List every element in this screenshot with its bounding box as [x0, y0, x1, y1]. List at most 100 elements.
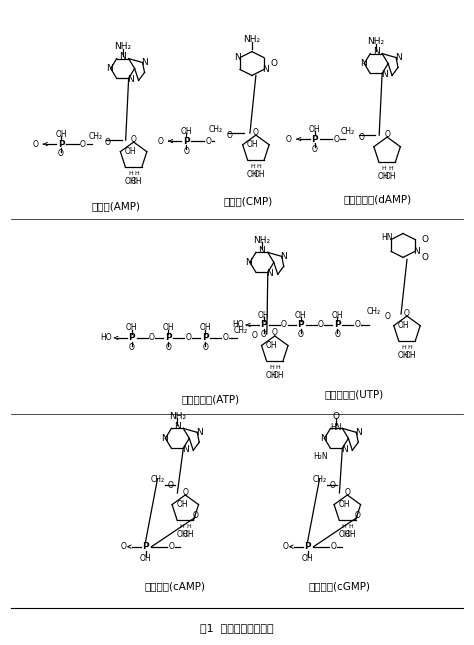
Text: O: O [355, 321, 360, 330]
Text: O: O [165, 343, 171, 352]
Text: HN: HN [382, 233, 393, 242]
Text: CH₂: CH₂ [89, 132, 103, 141]
Text: N: N [174, 422, 181, 431]
Text: H: H [135, 171, 139, 175]
Text: OH: OH [338, 530, 350, 539]
Text: O: O [404, 308, 410, 317]
Text: OH: OH [378, 172, 390, 181]
Text: O: O [105, 137, 111, 146]
Text: H: H [408, 344, 412, 350]
Text: 图1  几种核苷酸的结构: 图1 几种核苷酸的结构 [200, 623, 274, 633]
Text: P: P [142, 542, 149, 551]
Text: OH: OH [247, 140, 258, 149]
Text: OH: OH [247, 170, 258, 179]
Text: N: N [280, 252, 287, 261]
Text: CH₂: CH₂ [366, 306, 380, 315]
Text: O: O [157, 137, 164, 146]
Text: N: N [182, 445, 189, 453]
Text: OH: OH [140, 554, 151, 563]
Text: O: O [32, 139, 38, 148]
Text: HN: HN [331, 423, 342, 432]
Text: HO: HO [232, 321, 244, 330]
Text: OH: OH [126, 324, 137, 332]
Text: HO: HO [100, 333, 111, 342]
Text: OH: OH [398, 321, 410, 330]
Text: O: O [272, 328, 278, 337]
Text: P: P [311, 135, 318, 144]
Text: OH: OH [253, 170, 265, 179]
Text: OH: OH [309, 124, 320, 134]
Text: CH₂: CH₂ [340, 126, 355, 135]
Text: O: O [384, 312, 390, 321]
Text: OH: OH [176, 500, 188, 509]
Text: N: N [161, 434, 168, 443]
Text: O: O [333, 412, 340, 421]
Text: O: O [318, 321, 323, 330]
Text: OH: OH [332, 310, 343, 319]
Text: P: P [304, 542, 311, 551]
Text: CH₂: CH₂ [209, 124, 223, 134]
Text: P: P [58, 139, 64, 148]
Text: NH₂: NH₂ [368, 37, 385, 46]
Text: H: H [180, 524, 184, 529]
Text: NH₂: NH₂ [169, 412, 186, 421]
Text: 环鸟苷酸(cGMP): 环鸟苷酸(cGMP) [309, 581, 370, 591]
Text: O: O [222, 333, 228, 342]
Text: OH: OH [398, 351, 410, 360]
Text: P: P [334, 321, 341, 330]
Text: OH: OH [266, 370, 277, 379]
Text: H: H [382, 166, 386, 171]
Text: P: P [297, 321, 304, 330]
Text: OH: OH [404, 351, 416, 360]
Text: H: H [250, 164, 255, 169]
Text: P: P [183, 137, 190, 146]
Text: O: O [128, 343, 135, 352]
Text: O: O [281, 321, 287, 330]
Text: CH₂: CH₂ [150, 475, 164, 484]
Text: O: O [261, 330, 267, 339]
Text: N: N [119, 52, 126, 61]
Text: O: O [286, 135, 292, 144]
Text: H: H [342, 524, 346, 529]
Text: O: O [329, 481, 336, 490]
Text: OH: OH [131, 177, 143, 186]
Text: O: O [335, 330, 340, 339]
Text: OH: OH [200, 324, 211, 332]
Text: 环腺苷酸(cAMP): 环腺苷酸(cAMP) [145, 581, 206, 591]
Text: NH₂: NH₂ [114, 42, 131, 51]
Text: OH: OH [125, 147, 136, 156]
Text: OH: OH [55, 130, 67, 139]
Text: N: N [196, 428, 202, 437]
Text: OH: OH [181, 126, 192, 135]
Text: N: N [235, 53, 241, 62]
Text: H: H [186, 524, 191, 529]
Text: OH: OH [125, 177, 136, 186]
Text: H: H [348, 524, 353, 529]
Text: O: O [334, 135, 339, 144]
Text: N: N [258, 246, 265, 255]
Text: OH: OH [345, 530, 356, 539]
Text: N: N [127, 75, 134, 84]
Text: O: O [330, 542, 337, 551]
Text: O: O [121, 542, 127, 551]
Text: N: N [381, 70, 388, 79]
Text: P: P [202, 333, 209, 342]
Text: OH: OH [302, 554, 313, 563]
Text: N: N [263, 65, 269, 74]
Text: O: O [131, 135, 137, 144]
Text: 脱氧腺苷酸(dAMP): 脱氧腺苷酸(dAMP) [343, 194, 411, 204]
Text: P: P [128, 333, 135, 342]
Text: P: P [165, 333, 172, 342]
Text: H: H [401, 344, 406, 350]
Text: N: N [395, 53, 401, 62]
Text: OH: OH [176, 530, 188, 539]
Text: H: H [269, 364, 274, 370]
Text: N: N [355, 428, 362, 437]
Text: O: O [421, 235, 428, 244]
Text: OH: OH [384, 172, 396, 181]
Text: O: O [355, 511, 360, 520]
Text: CH₂: CH₂ [312, 475, 327, 484]
Text: O: O [311, 144, 318, 154]
Text: N: N [106, 64, 113, 73]
Text: O: O [384, 130, 390, 139]
